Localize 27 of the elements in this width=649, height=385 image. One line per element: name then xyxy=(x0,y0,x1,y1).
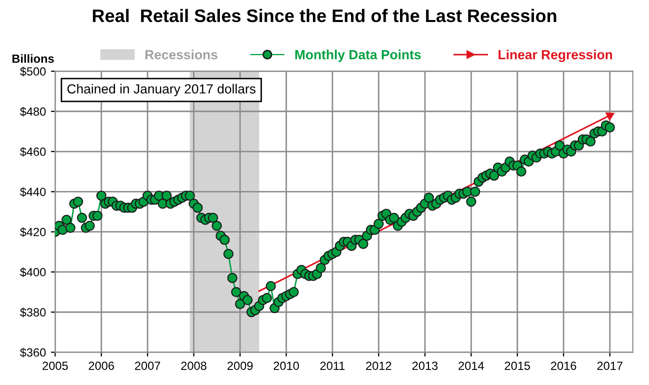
y-tick-label: $480 xyxy=(20,106,46,116)
y-tick-label: $360 xyxy=(20,348,46,358)
x-tick-label: 2010 xyxy=(274,362,299,370)
x-tick-label: 2016 xyxy=(551,362,576,370)
legend-label: Linear Regression xyxy=(498,50,612,62)
x-tick-label: 2012 xyxy=(366,362,392,370)
x-tick-label: 2017 xyxy=(597,362,622,370)
y-tick-label: $440 xyxy=(20,187,46,197)
x-tick-label: 2005 xyxy=(42,362,68,370)
y-tick-label: $460 xyxy=(20,147,46,157)
x-tick-label: 2011 xyxy=(320,362,345,370)
legend-label: Monthly Data Points xyxy=(295,50,421,62)
y-tick-label: $420 xyxy=(20,227,46,237)
x-tick-label: 2006 xyxy=(88,362,114,370)
y-tick-label: $400 xyxy=(20,268,46,278)
x-tick-label: 2014 xyxy=(458,362,484,370)
y-tick-label: $380 xyxy=(20,308,46,318)
x-tick-label: 2008 xyxy=(181,362,206,370)
y-axis-title: Billions xyxy=(12,54,54,63)
x-tick-label: 2015 xyxy=(504,362,530,370)
legend-label: Recessions xyxy=(145,50,218,60)
y-tick-label: $500 xyxy=(20,66,46,76)
annotation: Chained in January 2017 dollars xyxy=(67,84,256,96)
chart-title: Real Retail Sales Since the End of the Last Recession xyxy=(92,8,556,22)
x-tick-label: 2013 xyxy=(412,362,438,370)
x-tick-label: 2007 xyxy=(135,362,160,370)
x-tick-label: 2009 xyxy=(228,362,253,370)
